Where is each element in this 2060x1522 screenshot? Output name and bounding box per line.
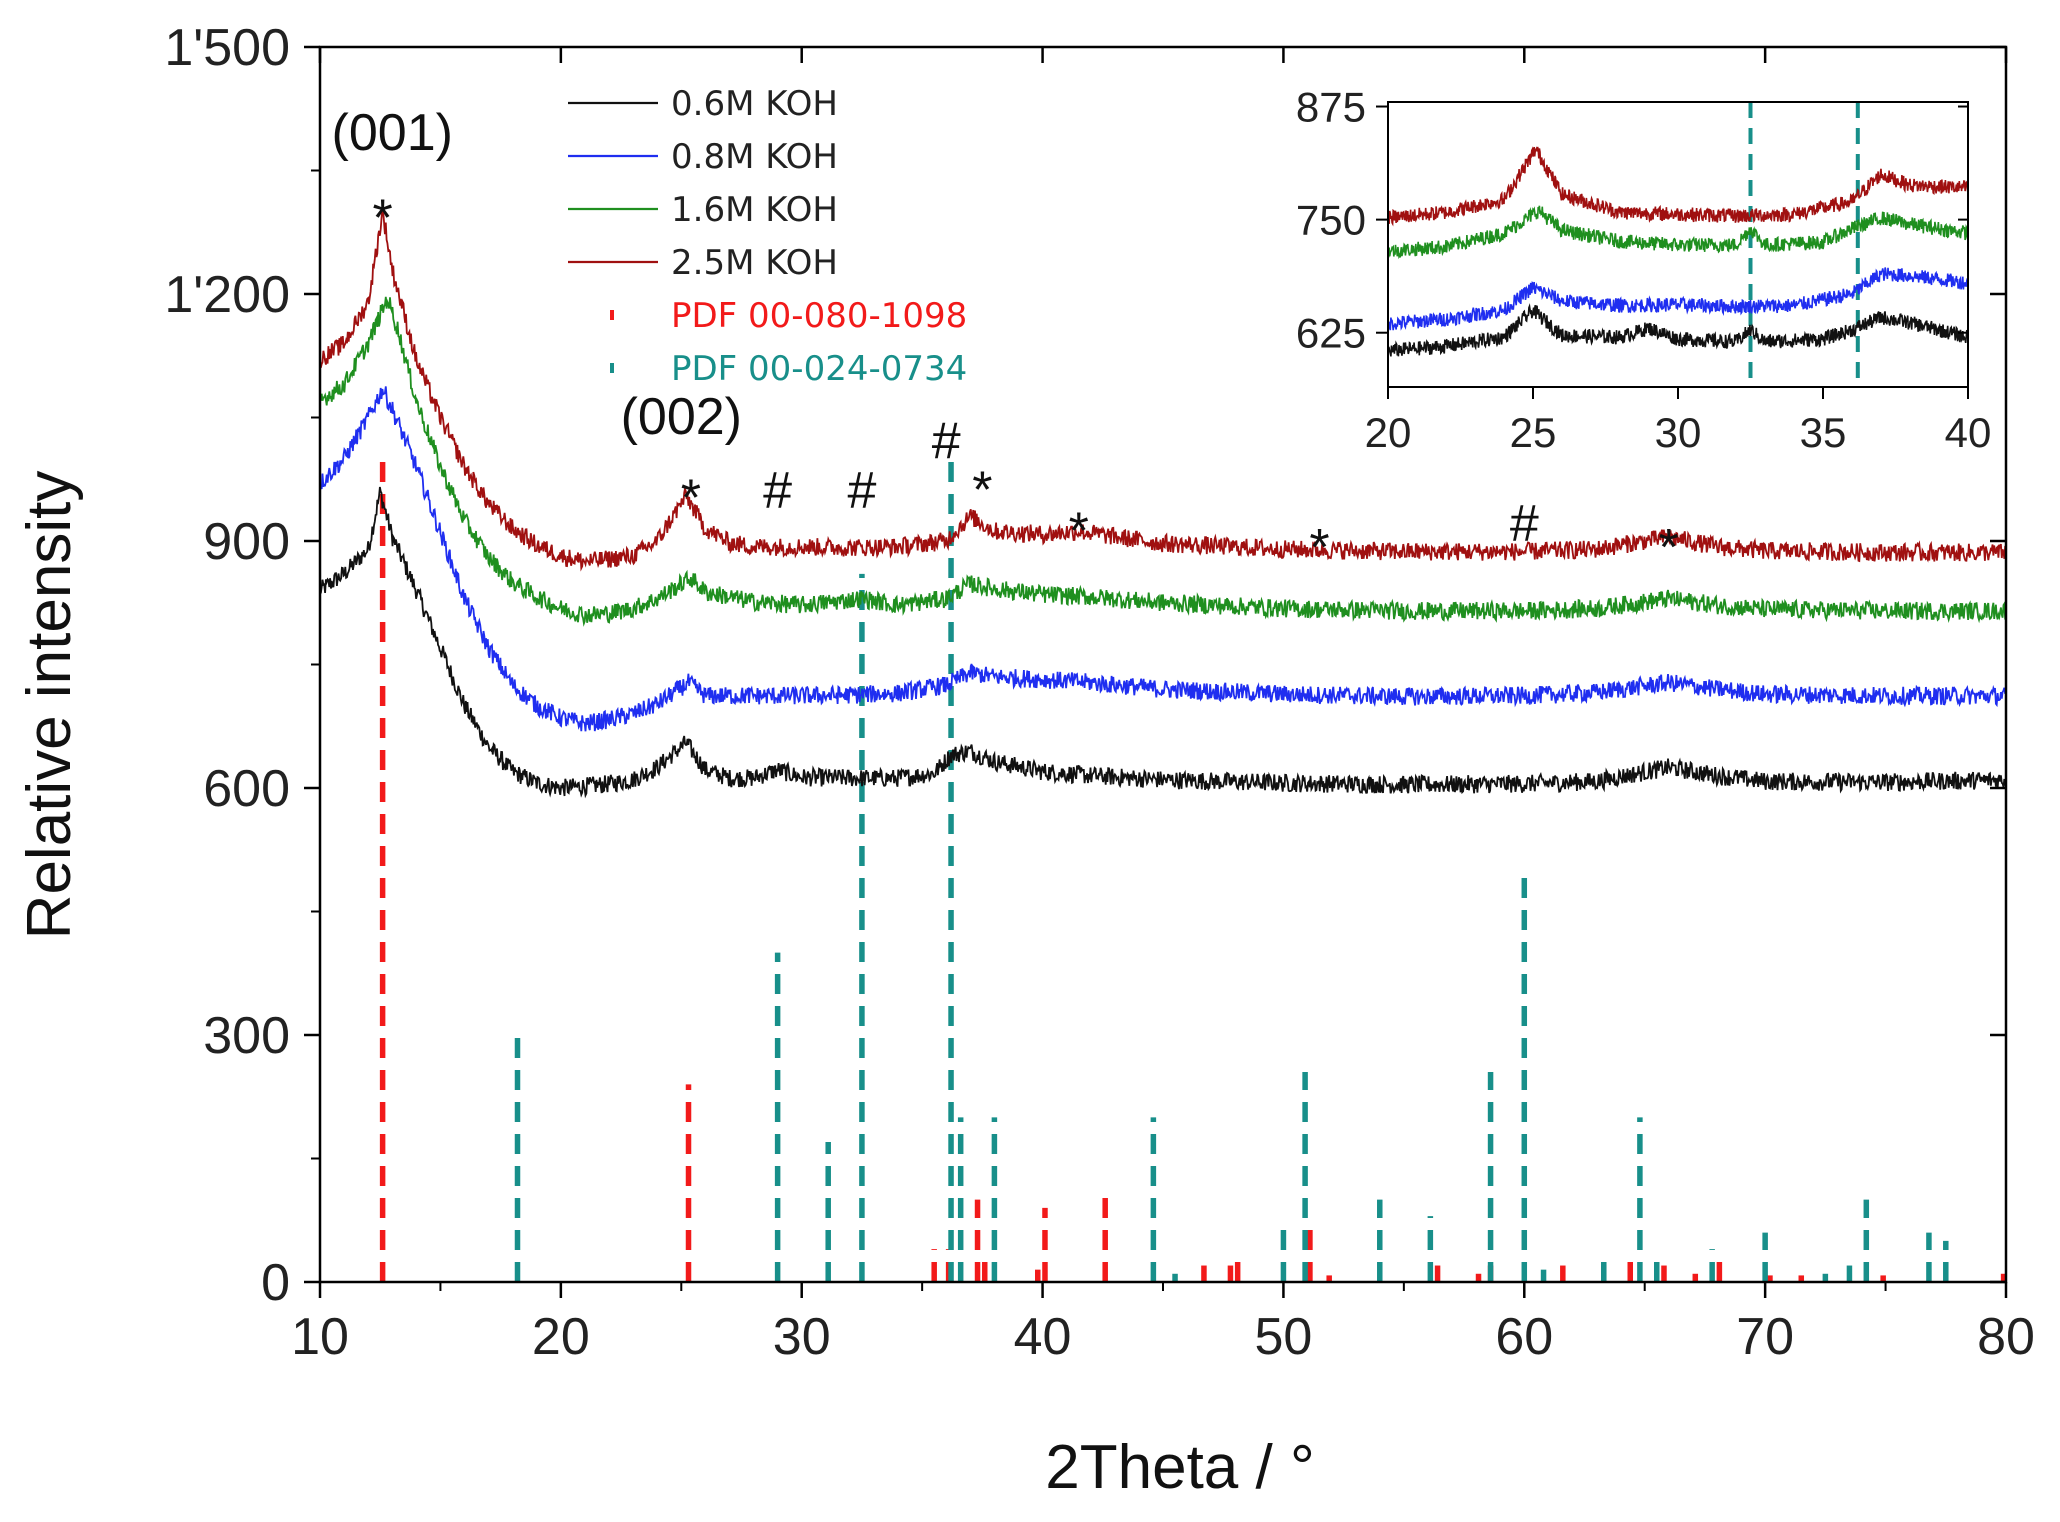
- x-tick-label: 60: [1495, 1308, 1553, 1366]
- y-axis: 0 300 600 900 1'200 1'500: [164, 19, 2006, 1312]
- x-axis: 10 20 30 40 50 60 70 80: [291, 47, 2035, 1366]
- legend-label: 2.5M KOH: [671, 243, 838, 283]
- x-tick-label: 70: [1736, 1308, 1794, 1366]
- legend: 0.6M KOH 0.8M KOH 1.6M KOH 2.5M KOH PDF 00-0…: [568, 84, 967, 389]
- x-axis-title: 2Theta / °: [1045, 1433, 1315, 1502]
- annotation-star: *: [372, 190, 392, 248]
- annotation-star: *: [1659, 519, 1679, 577]
- x-tick-label: 80: [1977, 1308, 2035, 1366]
- x-tick-label: 40: [1014, 1308, 1072, 1366]
- peak-annotations: (001)*(002)* # ##** * # *: [332, 104, 1679, 577]
- inset-series-line-4: [1388, 146, 1968, 227]
- inset-content: [1388, 102, 1968, 387]
- reference-pattern-2: [514, 458, 1949, 1282]
- annotation-hash: #: [932, 413, 961, 471]
- inset-series-line-3: [1388, 205, 1968, 260]
- legend-label: PDF 00-024-0734: [671, 349, 967, 389]
- x-tick-label: 30: [773, 1308, 831, 1366]
- y-tick-label: 300: [203, 1007, 290, 1065]
- reference-lines: [379, 458, 2007, 1282]
- y-tick-label: 1'200: [164, 266, 290, 324]
- series-line-3: [319, 296, 2007, 627]
- annotation-star: *: [1309, 519, 1329, 577]
- annotation-hash: #: [763, 462, 792, 520]
- reference-pattern-1: [379, 458, 2007, 1282]
- inset-x-tick-label: 30: [1655, 409, 1702, 456]
- y-tick-label: 0: [261, 1254, 290, 1312]
- legend-label: PDF 00-080-1098: [671, 296, 967, 336]
- inset-y-tick-label: 750: [1296, 197, 1366, 244]
- y-tick-label: 1'500: [164, 19, 290, 77]
- series-lines: [319, 208, 2007, 799]
- annotation-star: *: [681, 469, 701, 527]
- y-tick-label: 600: [203, 760, 290, 818]
- annotation-label: (002): [621, 388, 742, 446]
- series-line-4: [319, 208, 2007, 572]
- inset-x-tick-label: 35: [1800, 409, 1847, 456]
- inset-axes: 20 25 30 35 40 625 750 875: [1296, 84, 1991, 456]
- inset-series-line-1: [1388, 303, 1968, 357]
- legend-label: 0.6M KOH: [671, 84, 838, 124]
- x-tick-label: 10: [291, 1308, 349, 1366]
- x-tick-label: 50: [1255, 1308, 1313, 1366]
- annotation-hash: #: [847, 462, 876, 520]
- inset-y-tick-label: 875: [1296, 84, 1366, 131]
- annotation-star: *: [1069, 502, 1089, 560]
- legend-label: 0.8M KOH: [671, 137, 838, 177]
- y-axis-title: Relative intensity: [15, 471, 84, 940]
- inset-x-tick-label: 25: [1510, 409, 1557, 456]
- annotation-star: *: [972, 461, 992, 519]
- inset-x-tick-label: 40: [1945, 409, 1992, 456]
- inset-series-line-2: [1388, 267, 1968, 331]
- series-line-2: [319, 386, 2007, 732]
- legend-label: 1.6M KOH: [671, 190, 838, 230]
- inset-plot: 20 25 30 35 40 625 750 875: [1296, 84, 1991, 456]
- annotation-hash: #: [1510, 495, 1539, 553]
- inset-y-tick-label: 625: [1296, 310, 1366, 357]
- series-line-1: [319, 486, 2007, 799]
- x-tick-label: 20: [532, 1308, 590, 1366]
- annotation-label: (001): [332, 104, 453, 162]
- inset-x-tick-label: 20: [1365, 409, 1412, 456]
- main-plot-area: 10 20 30 40 50 60 70 80 0 300 600 900 1'200 1'500 (0…: [164, 19, 2035, 1366]
- y-tick-label: 900: [203, 513, 290, 571]
